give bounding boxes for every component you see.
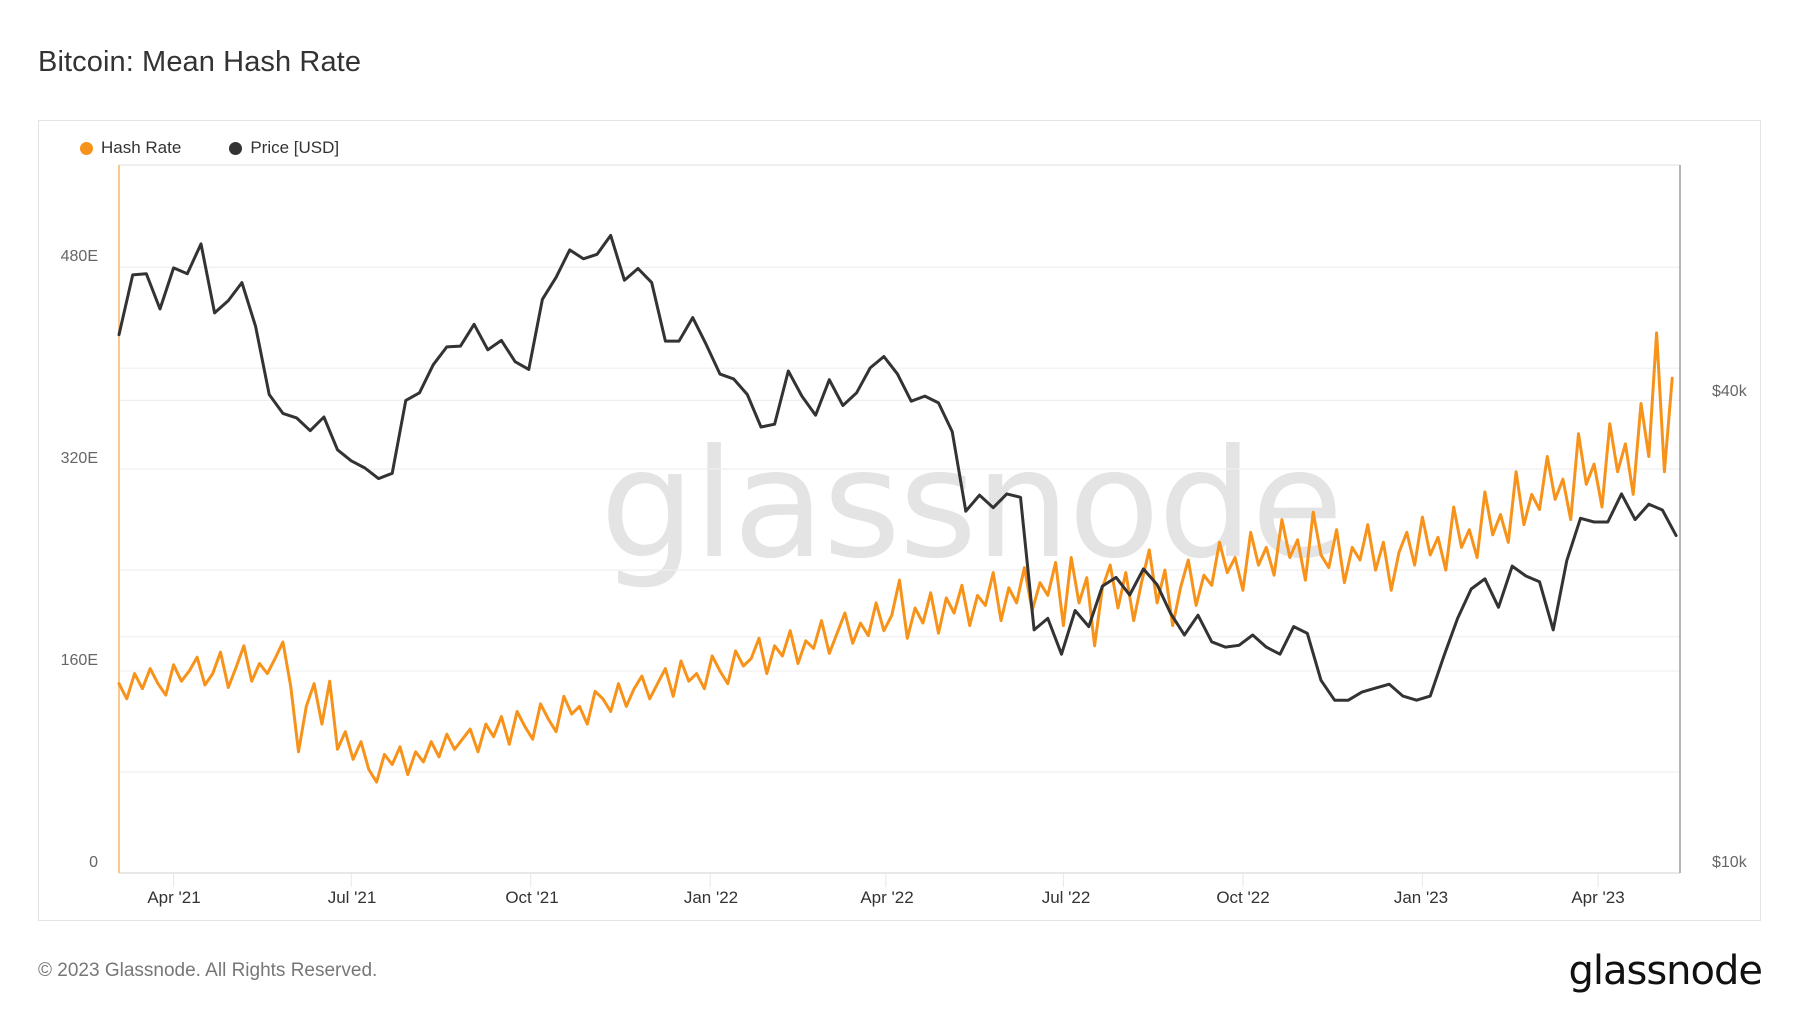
x-axis-label: Jul '22	[1041, 888, 1091, 907]
hash-rate-dot-icon	[80, 141, 93, 155]
y-axis-right-label: $10k	[1712, 854, 1747, 871]
glassnode-logo[interactable]: glassnode	[1568, 948, 1763, 994]
y-axis-left-label: 320E	[60, 450, 98, 467]
legend-label: Price [USD]	[250, 138, 340, 157]
legend-item-hash-rate[interactable]: Hash Rate	[80, 138, 181, 158]
x-axis-label: Apr '23	[1571, 888, 1625, 907]
price-dot-icon	[229, 141, 243, 155]
x-axis-label: Jan '23	[1393, 888, 1449, 907]
x-axis-label: Oct '22	[1216, 888, 1270, 907]
x-axis-label: Oct '21	[505, 888, 559, 907]
x-axis-label: Apr '22	[860, 888, 914, 907]
chart-title: Bitcoin: Mean Hash Rate	[38, 46, 362, 78]
x-axis-label: Apr '21	[147, 888, 201, 907]
x-axis-label: Jul '21	[327, 888, 377, 907]
chart-container	[38, 120, 1761, 921]
y-axis-left-label: 0	[89, 854, 98, 871]
copyright-text: © 2023 Glassnode. All Rights Reserved.	[38, 960, 378, 981]
legend-label: Hash Rate	[101, 138, 182, 157]
legend: Hash Rate Price [USD]	[80, 138, 339, 158]
legend-item-price[interactable]: Price [USD]	[229, 138, 339, 158]
price-line	[117, 233, 1678, 702]
x-axis-label: Jan '22	[683, 888, 739, 907]
y-axis-right-label: $40k	[1712, 383, 1747, 400]
y-axis-left-label: 160E	[60, 652, 98, 669]
y-axis-left-label: 480E	[60, 248, 98, 265]
hash-rate-line	[117, 331, 1674, 784]
